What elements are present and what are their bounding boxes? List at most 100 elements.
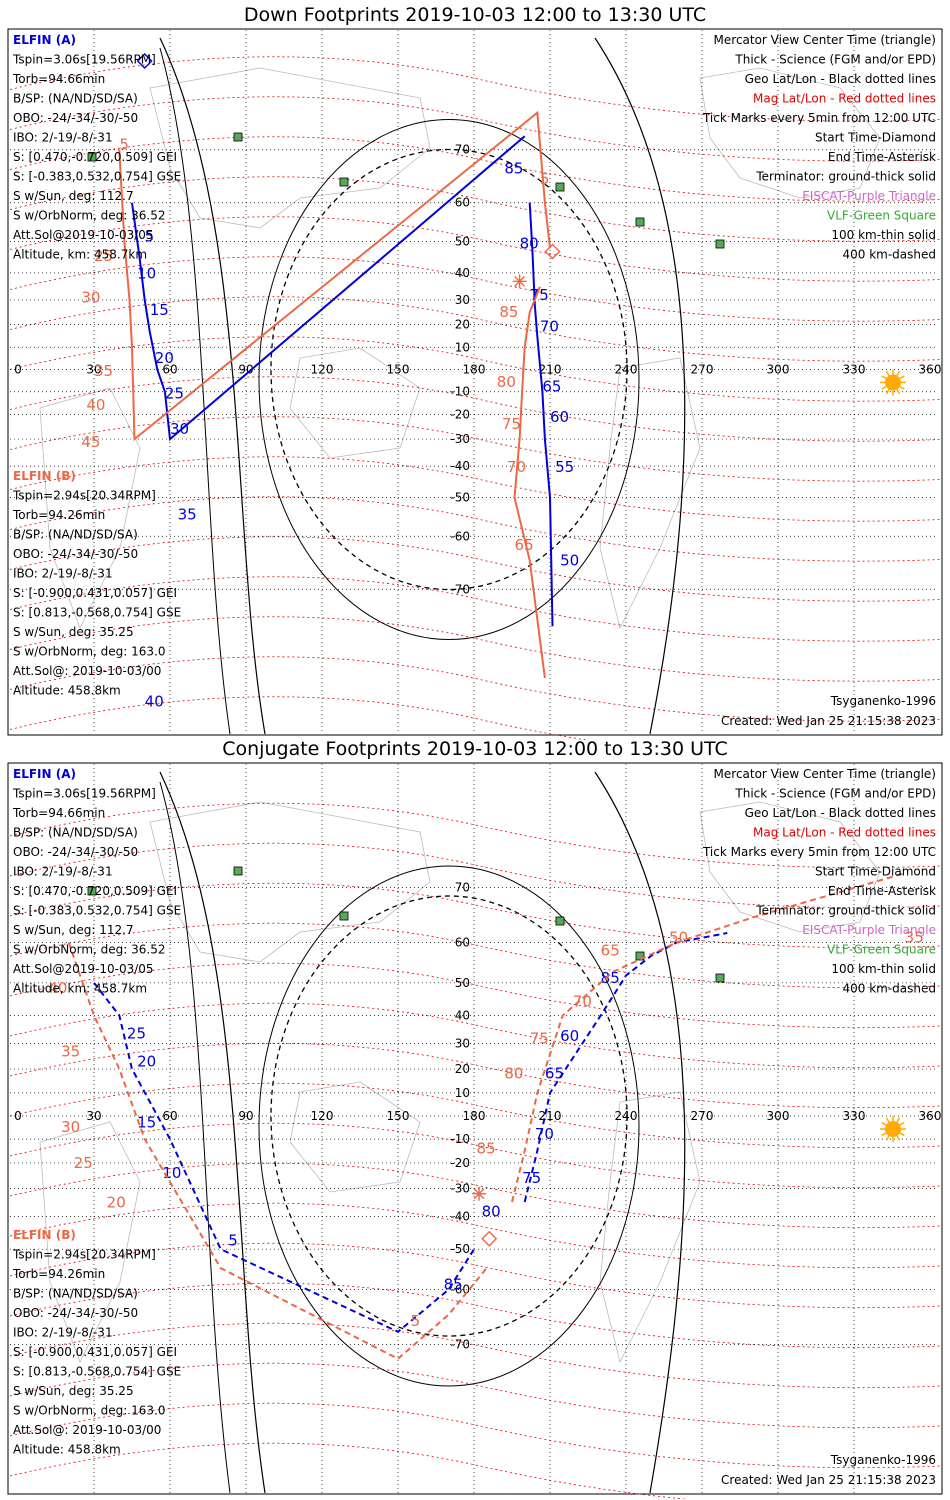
vlf-station-square [339, 911, 349, 921]
mag-lat-line [9, 496, 941, 562]
sun-ray [896, 370, 901, 376]
lat-tick-label: 10 [455, 340, 470, 354]
elfin-a-info: ELFIN (A) Tspin=3.06s[19.56RPM] Torb=94.66… [12, 33, 181, 262]
altitude-100km-ellipse [258, 865, 640, 1387]
tick-mark-label: 25 [74, 1154, 93, 1172]
lat-tick-label: 60 [455, 196, 470, 210]
tick-mark-label: 80 [504, 1065, 523, 1083]
legend-entry: Mercator View Center Time (triangle) [714, 33, 936, 47]
conjugate-title: Conjugate Footprints 2019-10-03 12:00 to… [222, 738, 728, 760]
track-line [93, 982, 475, 1333]
info-line: Altitude, km: 458.7km [13, 982, 147, 996]
info-line: S: [0.813,-0.568,0.754] GSE [13, 606, 181, 620]
mag-lat-line [9, 1402, 941, 1469]
info-line: Altitude, km: 458.7km [13, 248, 147, 262]
tick-mark-label: 75 [522, 1169, 541, 1187]
start-diamond [136, 53, 153, 69]
info-line: S w/OrbNorm, deg: 36.52 [13, 209, 165, 223]
mag-lat-line [9, 962, 941, 1029]
tick-mark-label: 40 [86, 396, 105, 414]
mag-lat-line [9, 216, 941, 282]
lon-tick-label: 210 [539, 1109, 562, 1123]
legend-entry: Terminator: ground-thick solid [755, 904, 936, 918]
lat-tick-label: -70 [450, 1338, 470, 1352]
info-line: IBO: 2/-19/-8/-31 [13, 567, 113, 581]
lon-tick-label: 150 [387, 363, 410, 377]
info-line: IBO: 2/-19/-8/-31 [13, 131, 113, 145]
legend-entry: Thick - Science (FGM and/or EPD) [734, 787, 936, 801]
mag-lat-line [9, 1202, 941, 1269]
lat-tick-label: 70 [455, 880, 470, 894]
info-line: Att.Sol@2019-10-03/05 [13, 228, 154, 242]
track-line [118, 110, 551, 442]
tick-mark-label: 65 [545, 1065, 564, 1083]
altitude-400km-ellipse [270, 895, 628, 1337]
tick-mark-label: 35 [905, 928, 924, 946]
tick-mark-label: 70 [573, 992, 592, 1010]
legend-entry: Mag Lat/Lon - Red dotted lines [753, 92, 936, 106]
model-label: Tsyganenko-1996 [830, 694, 936, 708]
info-line: S: [0.813,-0.568,0.754] GSE [13, 1365, 181, 1379]
legend-entry: VLF-Green Square [827, 209, 936, 223]
lon-tick-label: 300 [767, 363, 790, 377]
lon-tick-label: 90 [238, 363, 253, 377]
sun-disc [885, 374, 901, 391]
lat-tick-label: 10 [455, 1086, 470, 1100]
tick-mark-label: 70 [507, 458, 526, 476]
sun-ray [885, 1117, 890, 1123]
sun-ray [899, 375, 905, 380]
legend-entry: Geo Lat/Lon - Black dotted lines [745, 72, 936, 86]
lon-tick-label: 120 [311, 1109, 334, 1123]
terminator-line [159, 37, 266, 735]
info-line: Torb=94.26min [12, 1267, 105, 1281]
lon-tick-label: 360 [919, 363, 942, 377]
lon-tick-label: 90 [238, 1109, 253, 1123]
tick-mark-label: 50 [669, 928, 688, 946]
lat-tick-label: 30 [455, 1037, 470, 1051]
model-label: Tsyganenko-1996 [830, 1453, 936, 1467]
tick-mark-label: 40 [145, 692, 164, 710]
mag-lat-line [9, 1162, 941, 1229]
tick-mark-label: 30 [170, 420, 189, 438]
lat-tick-label: -40 [450, 1210, 470, 1224]
tick-mark-label: 85 [477, 1139, 496, 1157]
info-line: B/SP: (NA/ND/SD/SA) [13, 1287, 138, 1301]
tick-mark-label: 40 [48, 979, 67, 997]
mag-lat-line [9, 1042, 941, 1109]
vlf-station-square [635, 217, 645, 227]
lat-tick-label: 20 [455, 1062, 470, 1076]
info-line: OBO: -24/-34/-30/-50 [13, 547, 138, 561]
legend-entry: Geo Lat/Lon - Black dotted lines [745, 806, 936, 820]
lon-tick-label: 180 [463, 363, 486, 377]
lat-tick-label: -60 [450, 529, 470, 543]
info-line: S w/Sun, deg: 35.25 [13, 625, 134, 639]
elfin-a-info: ELFIN (A) Tspin=3.06s[19.56RPM] Torb=94.66… [12, 767, 181, 996]
legend-entry: 100 km-thin solid [831, 228, 936, 242]
tick-mark-label: 25 [127, 1024, 146, 1042]
mag-lat-line [9, 376, 941, 442]
info-line: OBO: -24/-34/-30/-50 [13, 845, 138, 859]
tick-mark-label: 65 [542, 378, 561, 396]
legend-entry: Tick Marks every 5min from 12:00 UTC [702, 111, 936, 125]
created-label: Created: Wed Jan 25 21:15:38 2023 [721, 714, 936, 728]
tick-mark-label: 15 [150, 301, 169, 319]
track-line [528, 202, 554, 627]
tick-mark-label: 25 [165, 384, 184, 402]
mag-lat-line [9, 416, 941, 482]
lon-tick-label: 270 [691, 363, 714, 377]
created-label: Created: Wed Jan 25 21:15:38 2023 [721, 1473, 936, 1487]
sun-icon [880, 1116, 906, 1142]
geo-latlon-grid [10, 30, 938, 734]
legend-entry: Start Time-Diamond [815, 865, 936, 879]
legend-entry: Mercator View Center Time (triangle) [714, 767, 936, 781]
lon-tick-label: 240 [615, 363, 638, 377]
lon-tick-label: 30 [86, 363, 101, 377]
info-line: Tspin=2.94s[20.34RPM] [12, 489, 156, 503]
lat-tick-label: 50 [455, 976, 470, 990]
legend: Mercator View Center Time (triangle) Thic… [702, 767, 936, 996]
lat-tick-label: -10 [450, 385, 470, 399]
tick-mark-label: 75 [502, 415, 521, 433]
legend-entry: Tick Marks every 5min from 12:00 UTC [702, 845, 936, 859]
info-line: IBO: 2/-19/-8/-31 [13, 1326, 113, 1340]
tick-mark-label: 35 [61, 1043, 80, 1061]
